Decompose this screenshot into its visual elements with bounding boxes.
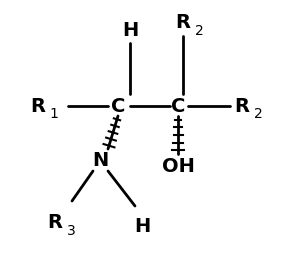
Text: R: R — [175, 14, 191, 33]
Text: 2: 2 — [195, 24, 203, 38]
Text: 1: 1 — [50, 107, 58, 121]
Text: OH: OH — [162, 157, 194, 175]
Text: R: R — [30, 97, 45, 116]
Text: C: C — [111, 97, 125, 116]
Text: R: R — [47, 213, 63, 233]
Text: C: C — [171, 97, 185, 116]
Text: 3: 3 — [67, 224, 75, 238]
Text: R: R — [235, 97, 250, 116]
Text: 2: 2 — [254, 107, 262, 121]
Text: H: H — [134, 217, 150, 235]
Text: H: H — [122, 21, 138, 40]
Text: N: N — [92, 151, 108, 170]
